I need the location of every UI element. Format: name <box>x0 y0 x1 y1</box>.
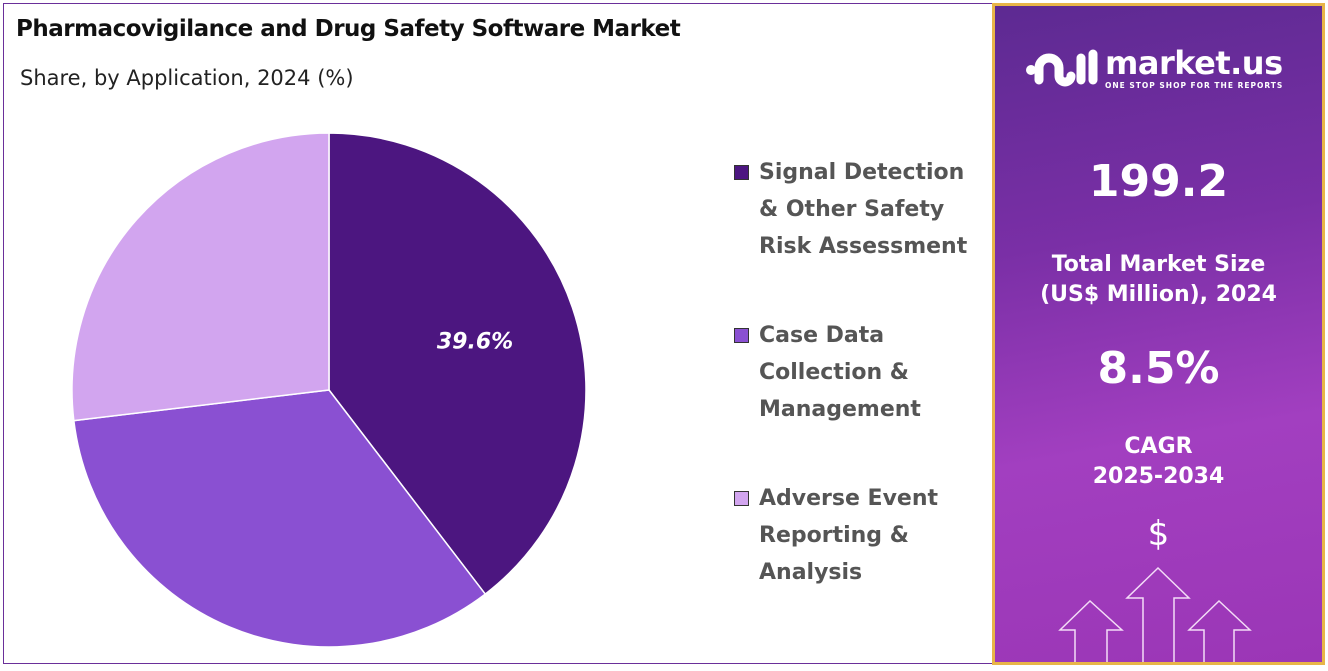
slice-data-label: 39.6% <box>437 330 513 355</box>
legend-label: Adverse Event <box>759 486 939 511</box>
chart-frame <box>3 3 992 664</box>
market-size-label-2: (US$ Million), 2024 <box>1040 282 1277 307</box>
brand-tagline: ONE STOP SHOP FOR THE REPORTS <box>1105 81 1284 90</box>
up-arrows-icon <box>1058 566 1252 662</box>
legend-label: Analysis <box>759 560 863 585</box>
legend-swatch <box>734 165 749 180</box>
legend-label: Risk Assessment <box>759 234 968 259</box>
legend-item: Signal Detection & Other Safety Risk Asses… <box>734 154 984 265</box>
legend-swatch <box>734 328 749 343</box>
market-us-logo <box>1026 49 1098 87</box>
market-size-label-1: Total Market Size <box>1051 252 1266 277</box>
legend-label: Reporting & <box>759 523 909 548</box>
dollar-icon: $ <box>1147 514 1170 554</box>
legend-label: Management <box>759 397 921 422</box>
legend-label: Signal Detection <box>759 160 965 185</box>
legend-item: Case Data Collection & Management <box>734 317 984 428</box>
pie-slice <box>72 389 487 648</box>
market-size-value: 199.2 <box>1088 156 1229 207</box>
summary-panel: market.us ONE STOP SHOP FOR THE REPORTS … <box>992 3 1325 665</box>
cagr-label-2: 2025-2034 <box>1092 464 1225 489</box>
legend-label: & Other Safety <box>759 197 945 222</box>
legend-label: Collection & <box>759 360 909 385</box>
cagr-value: 8.5% <box>1097 343 1220 394</box>
brand-name: market.us <box>1105 44 1283 82</box>
chart-subtitle: Share, by Application, 2024 (%) <box>20 66 354 90</box>
chart-title: Pharmacovigilance and Drug Safety Softwa… <box>16 16 681 42</box>
pie-chart: 39.6% <box>71 132 587 648</box>
pie-slice <box>71 132 330 422</box>
cagr-label-1: CAGR <box>1124 434 1193 459</box>
legend-label: Case Data <box>759 323 885 348</box>
legend-item: Adverse Event Reporting & Analysis <box>734 480 984 591</box>
pie-slice <box>328 132 587 596</box>
legend-swatch <box>734 491 749 506</box>
